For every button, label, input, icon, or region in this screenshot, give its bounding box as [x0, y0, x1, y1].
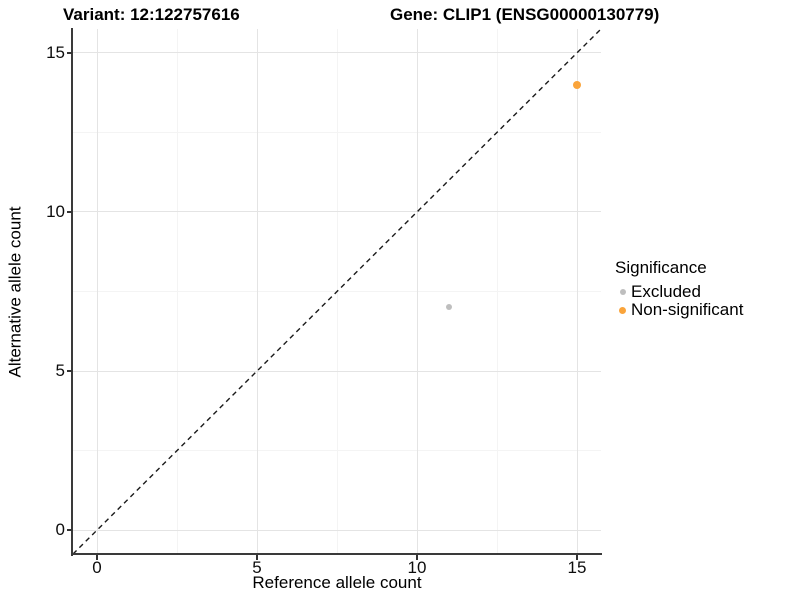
x-tick-mark — [96, 555, 98, 560]
legend-item-excluded: Excluded — [615, 282, 743, 301]
gridline-major-h — [73, 529, 601, 531]
y-axis-title-box: Alternative allele count — [3, 29, 29, 554]
y-tick-mark — [67, 370, 72, 373]
y-tick-mark — [67, 210, 72, 213]
x-tick-label: 5 — [252, 558, 262, 577]
legend-key — [615, 285, 630, 300]
x-tick-label: 0 — [92, 558, 102, 577]
gridline-major-v — [576, 29, 578, 554]
x-tick-label: 10 — [407, 558, 427, 577]
data-point-excluded — [446, 304, 452, 311]
gridline-major-h — [73, 370, 601, 372]
y-axis-title: Alternative allele count — [6, 205, 26, 378]
gridline-major-v — [416, 29, 418, 554]
x-tick-mark — [416, 555, 418, 560]
data-point-non-significant — [573, 80, 581, 89]
y-tick-label: 5 — [55, 361, 65, 381]
y-tick-label: 0 — [55, 520, 65, 540]
legend-key — [615, 303, 630, 318]
gridline-minor-h — [73, 131, 601, 133]
gridline-major-v — [256, 29, 258, 554]
legend-items: Excluded Non-significant — [615, 282, 744, 319]
plot-panel — [72, 28, 602, 555]
x-axis-title: Reference allele count — [252, 573, 422, 592]
y-tick-label: 10 — [46, 201, 65, 221]
title-gene: Gene: CLIP1 (ENSG00000130779) — [390, 5, 660, 24]
title-variant: Variant: 12:122757616 — [63, 5, 240, 24]
gridline-minor-h — [73, 450, 601, 452]
x-tick-mark — [256, 555, 258, 560]
gridline-major-h — [73, 211, 601, 213]
x-tick-label: 15 — [567, 558, 587, 577]
legend-label: Excluded — [631, 282, 701, 301]
legend-item-non-significant: Non-significant — [615, 300, 744, 319]
legend-label: Non-significant — [631, 300, 744, 319]
identity-line — [72, 28, 602, 555]
gridline-major-h — [73, 52, 601, 54]
legend-dot-icon — [619, 289, 626, 295]
y-axis-line — [71, 28, 73, 556]
y-tick-mark — [67, 51, 72, 54]
y-tick-mark — [67, 529, 72, 532]
x-axis-line — [71, 553, 602, 555]
y-tick-label: 15 — [46, 42, 65, 62]
x-tick-mark — [576, 555, 578, 560]
legend-dot-icon — [619, 306, 626, 314]
legend-title: Significance — [615, 258, 707, 277]
gridline-major-v — [96, 29, 98, 554]
legend: Significance Excluded Non-significant — [615, 258, 743, 319]
